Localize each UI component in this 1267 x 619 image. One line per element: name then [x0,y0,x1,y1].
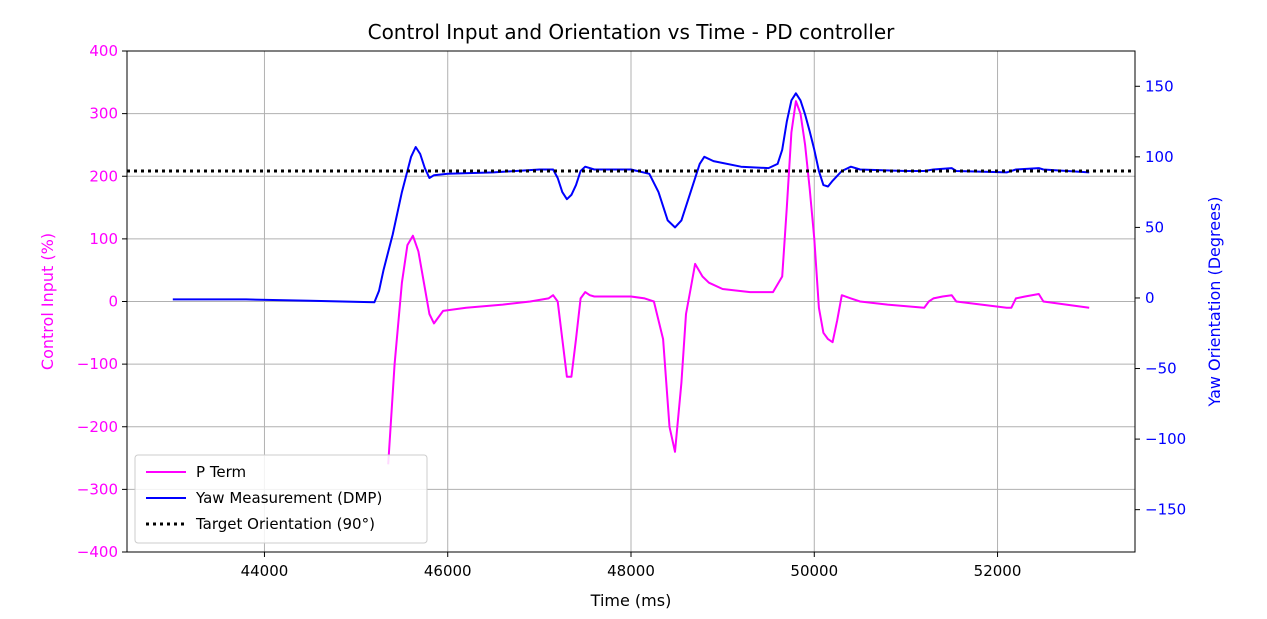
legend-label: Target Orientation (90°) [195,515,375,533]
y-tick-label-left: −200 [77,418,118,436]
y-tick-label-right: 150 [1145,77,1174,95]
yaw-line [172,92,1090,304]
y-tick-label-left: 200 [89,167,118,185]
y-tick-label-left: −100 [77,355,118,373]
y-tick-label-right: 0 [1145,289,1155,307]
series-group [127,92,1135,465]
legend-label: Yaw Measurement (DMP) [195,489,382,507]
y-tick-label-left: −400 [77,543,118,561]
y-tick-label-right: 100 [1145,148,1174,166]
y-tick-label-left: 400 [89,42,118,60]
legend-label: P Term [196,463,246,481]
x-tick-label: 52000 [974,562,1022,580]
y-tick-label-left: 100 [89,230,118,248]
y-tick-label-right: 50 [1145,218,1164,236]
ticks: 44000 46000 48000 50000 52000 400 300 200 100 0 −1… [77,42,1186,580]
legend-box [134,454,428,544]
y-tick-label-left: −300 [77,480,118,498]
x-tick-label: 50000 [790,562,838,580]
legend: P Term Yaw Measurement (DMP) Target Orient… [134,454,428,544]
y-tick-label-right: −100 [1145,430,1186,448]
y-axis-label-left: Control Input (%) [38,233,57,370]
chart-title: Control Input and Orientation vs Time - … [368,20,896,44]
y-axis-label-right: Yaw Orientation (Degrees) [1205,196,1224,407]
y-tick-label-right: −50 [1145,360,1177,378]
series-layer [127,92,1135,465]
y-tick-label-right: −150 [1145,501,1186,519]
p-term-line [387,100,1090,465]
x-axis-label: Time (ms) [590,591,672,610]
x-tick-label: 44000 [241,562,289,580]
x-tick-label: 48000 [607,562,655,580]
y-tick-label-left: 300 [89,105,118,123]
x-tick-label: 46000 [424,562,472,580]
y-tick-label-left: 0 [108,293,118,311]
